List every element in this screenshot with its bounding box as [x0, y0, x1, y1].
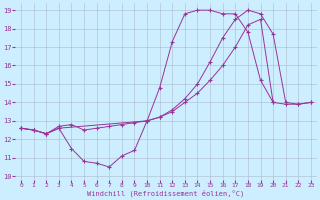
X-axis label: Windchill (Refroidissement éolien,°C): Windchill (Refroidissement éolien,°C)	[87, 190, 244, 197]
